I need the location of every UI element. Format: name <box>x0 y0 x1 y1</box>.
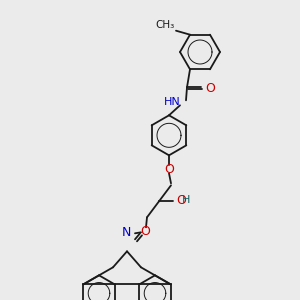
Text: O: O <box>176 194 186 207</box>
Text: O: O <box>205 82 215 95</box>
Text: O: O <box>164 163 174 176</box>
Text: H: H <box>182 195 190 205</box>
Text: N: N <box>122 226 131 239</box>
Text: O: O <box>140 225 150 238</box>
Text: CH₃: CH₃ <box>156 20 175 30</box>
Text: HN: HN <box>164 97 181 107</box>
